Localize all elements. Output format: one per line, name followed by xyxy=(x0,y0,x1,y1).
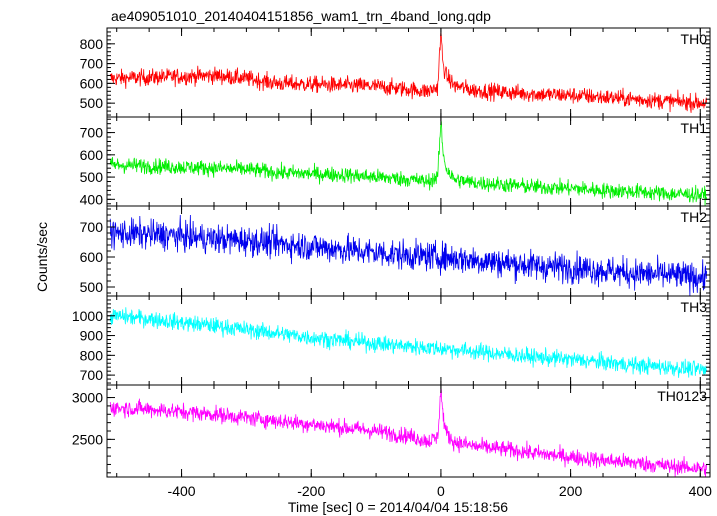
y-tick-label: 900 xyxy=(80,328,104,344)
y-tick-label: 500 xyxy=(80,95,104,111)
series-line-th0 xyxy=(109,31,708,113)
x-tick-label: -400 xyxy=(168,483,196,499)
panel-th1: 400 500 600 700 TH1 xyxy=(80,116,711,207)
x-tick-label: -200 xyxy=(297,483,325,499)
panels-group: 500 600 700 800 TH0 400 500 600 700 TH1 500 600 700 T… xyxy=(72,27,711,478)
series-line-th0123 xyxy=(109,388,708,477)
x-tick-label: 400 xyxy=(689,483,713,499)
y-tick-label: 700 xyxy=(80,125,104,141)
x-tick-label: 0 xyxy=(437,483,445,499)
y-tick-label: 800 xyxy=(80,36,104,52)
series-line-th3 xyxy=(109,307,708,378)
y-tick-label: 600 xyxy=(80,75,104,91)
series-name-label: TH0123 xyxy=(657,388,707,404)
y-tick-label: 600 xyxy=(80,249,104,265)
series-line-th1 xyxy=(109,121,708,206)
panel-th3: 700 800 900 1000 TH3 xyxy=(72,295,711,386)
x-tick-labels: -400 -200 0 200 400 xyxy=(168,483,713,499)
y-tick-label: 2500 xyxy=(72,431,103,447)
panel-th2: 500 600 700 TH2 xyxy=(80,205,711,297)
panel-th0: 500 600 700 800 TH0 xyxy=(80,27,711,118)
y-tick-label: 500 xyxy=(80,169,104,185)
series-name-label: TH0 xyxy=(681,31,708,47)
panel-th0123: 2500 3000 TH0123 xyxy=(72,384,711,478)
y-tick-label: 700 xyxy=(80,219,104,235)
x-axis-label: Time [sec] 0 = 2014/04/04 15:18:56 xyxy=(288,499,508,515)
y-tick-label: 500 xyxy=(80,279,104,295)
chart-title: ae409051010_20140404151856_wam1_trn_4ban… xyxy=(111,8,491,24)
series-name-label: TH3 xyxy=(681,299,708,315)
y-tick-label: 600 xyxy=(80,147,104,163)
series-name-label: TH1 xyxy=(681,120,708,136)
y-axis-label: Counts/sec xyxy=(34,222,50,292)
x-tick-label: 200 xyxy=(559,483,583,499)
y-tick-label: 700 xyxy=(80,367,104,383)
y-tick-label: 800 xyxy=(80,347,104,363)
y-tick-label: 1000 xyxy=(72,308,103,324)
series-line-th2 xyxy=(109,214,708,296)
series-name-label: TH2 xyxy=(681,209,708,225)
panel-frame xyxy=(106,295,711,386)
y-tick-label: 700 xyxy=(80,56,104,72)
y-tick-label: 400 xyxy=(80,191,104,207)
y-tick-label: 3000 xyxy=(72,390,103,406)
